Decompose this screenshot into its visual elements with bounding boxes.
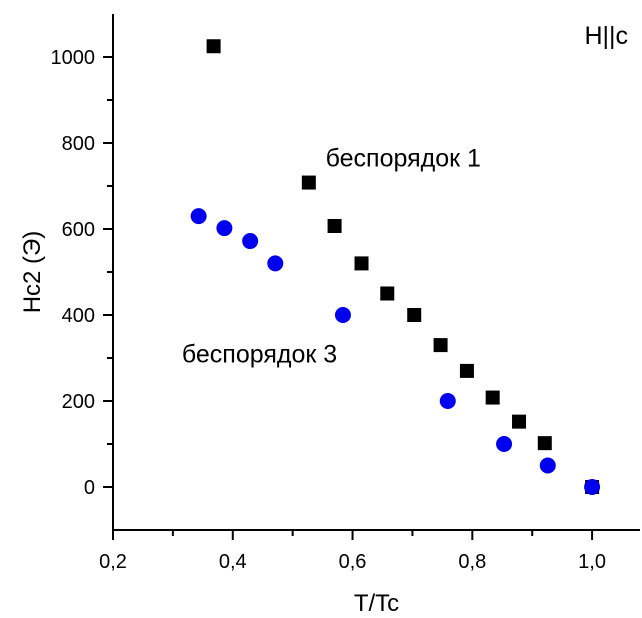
data-points: [191, 39, 600, 495]
square-marker: [434, 338, 448, 352]
circle-marker: [191, 208, 207, 224]
square-marker: [355, 256, 369, 270]
circle-marker: [267, 255, 283, 271]
circle-marker: [496, 436, 512, 452]
circle-marker: [440, 393, 456, 409]
x-tick-label: 1,0: [578, 551, 606, 573]
square-marker: [407, 308, 421, 322]
circle-marker: [216, 220, 232, 236]
x-axis-title: T/Tc: [354, 590, 399, 617]
axes: 0,2 0,4 0,6 0,8 1,0 0 200 400 600 800 1000: [51, 14, 641, 573]
square-marker: [538, 436, 552, 450]
y-tick-label: 1000: [51, 47, 96, 69]
annotation-label: беспорядок 3: [182, 340, 337, 368]
square-marker: [302, 176, 316, 190]
square-marker: [328, 219, 342, 233]
square-marker: [380, 287, 394, 301]
annotation-label: H||c: [584, 22, 628, 50]
circle-marker: [335, 307, 351, 323]
square-marker: [207, 39, 221, 53]
y-tick-label: 0: [84, 477, 95, 499]
y-axis-title: Hc2 (Э): [19, 231, 46, 314]
y-tick-label: 200: [62, 391, 95, 413]
circle-marker: [584, 479, 600, 495]
circle-marker: [540, 458, 556, 474]
x-tick-label: 0,2: [99, 551, 127, 573]
square-marker: [512, 415, 526, 429]
y-tick-label: 600: [62, 219, 95, 241]
square-marker: [486, 391, 500, 405]
y-tick-label: 800: [62, 133, 95, 155]
circle-marker: [242, 233, 258, 249]
x-tick-label: 0,8: [458, 551, 486, 573]
y-tick-label: 400: [62, 305, 95, 327]
square-marker: [460, 364, 474, 378]
chart-labels: T/Tc Hc2 (Э) H||c беспорядок 1 беспорядок …: [19, 22, 628, 617]
x-tick-label: 0,4: [219, 551, 247, 573]
x-tick-label: 0,6: [339, 551, 367, 573]
annotation-label: беспорядок 1: [326, 145, 481, 173]
